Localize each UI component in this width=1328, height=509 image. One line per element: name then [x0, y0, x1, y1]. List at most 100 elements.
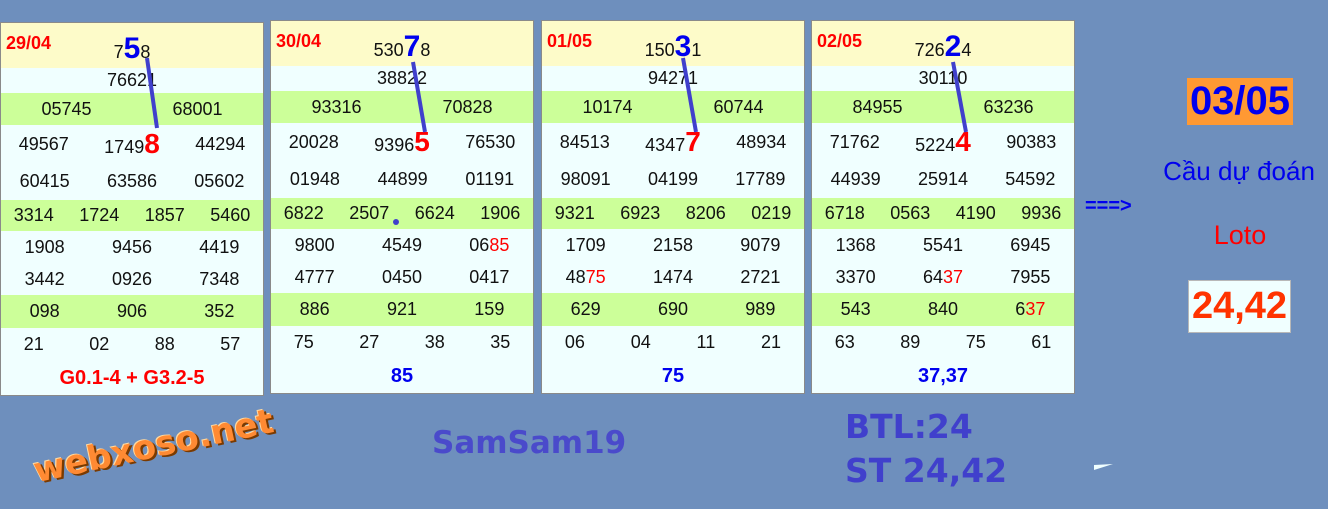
prediction-sublabel: Loto [1213, 220, 1267, 250]
prize-number: 1908 [24, 236, 65, 257]
prize-number: 9456 [111, 236, 153, 257]
prize-number: 68001 [172, 98, 223, 119]
prize-row: 93316 70828 [271, 91, 533, 123]
prize-number: 6923 [620, 203, 661, 223]
prize-number: 52244 [915, 126, 971, 158]
prize-number: 0926 [111, 268, 153, 289]
prize-number: 9079 [740, 234, 781, 255]
special-prize-number: 15031 [645, 30, 702, 64]
prize-number: 9321 [554, 203, 595, 223]
prize-row: 05745 68001 [1, 93, 263, 125]
prize-number: 4549 [381, 234, 423, 255]
prize-number: 38 [424, 332, 445, 352]
prize-number: 6437 [923, 267, 963, 288]
prize-number: 01948 [289, 169, 340, 189]
watermark-logo: webxoso.net [30, 401, 278, 492]
prize-number: 89 [900, 332, 921, 352]
prize-number: 0563 [890, 203, 931, 223]
prize-number: 6718 [824, 203, 865, 223]
prize-number: 6945 [1010, 234, 1051, 255]
prize-number: 3314 [13, 205, 54, 225]
prize-number: 21 [23, 334, 44, 354]
prize-number: 63 [834, 332, 855, 352]
draw-date: 29/04 [6, 33, 52, 53]
prize-row: 21 02 88 57 [1, 328, 263, 361]
prize-row: 84513 43477 48934 [542, 123, 804, 161]
number-part: 9396 [374, 135, 415, 155]
prize-number: 11 [696, 332, 716, 352]
footer-text: G0.1-4 + G3.2-5 [59, 366, 205, 389]
prize-number: 04199 [647, 169, 699, 189]
prize-row: 3314 1724 1857 5460 [1, 200, 263, 231]
result-panel: 02/05 72624 30110 84955 63236 71762 52244 90383… [811, 20, 1075, 394]
highlighted-digits: 37 [1025, 299, 1046, 319]
special-prize-row: 30/04 53078 [271, 21, 533, 66]
prize-number: 44294 [195, 133, 246, 154]
special-prize-number: 72624 [915, 30, 972, 64]
prize-number: 1474 [652, 266, 694, 287]
prize-number: 886 [299, 299, 330, 319]
highlighted-digits: 85 [489, 234, 510, 255]
prize-row: 75 27 38 35 [271, 326, 533, 359]
prediction-label: Cầu dự đoán [1163, 156, 1315, 186]
draw-date: 01/05 [547, 31, 593, 51]
prize-number: 840 [927, 299, 959, 319]
prize-number: 2158 [652, 234, 694, 255]
prize-number: 06 [564, 332, 585, 352]
prize-number: 75 [293, 332, 314, 352]
author-title: SamSam19 [432, 425, 627, 461]
prize-number: 0685 [469, 235, 509, 256]
prize-row: 44939 25914 54592 [812, 161, 1074, 198]
number-part: 4347 [645, 135, 686, 155]
special-prize-number: 53078 [374, 30, 431, 64]
prize-number: 5541 [922, 234, 964, 255]
number-part: 48 [565, 266, 586, 287]
prize-number: 70828 [442, 96, 493, 117]
prize-row: 71762 52244 90383 [812, 123, 1074, 161]
prediction-date: 03/05 [1187, 78, 1293, 125]
prize-row: 098 906 352 [1, 295, 263, 328]
prize-number: 989 [745, 299, 776, 319]
highlighted-digit: 3 [674, 29, 692, 63]
prize-row: 06 04 11 21 [542, 326, 804, 359]
prize-row: 1709 2158 9079 [542, 229, 804, 261]
prize-number: 637 [1015, 299, 1045, 320]
prize-number: 71762 [829, 131, 880, 152]
btl-summary: BTL:24 [845, 407, 973, 446]
prize-number: 84955 [852, 96, 903, 117]
result-panel: 29/04 758 76621 05745 68001 49567 17498 44294 60… [0, 22, 264, 396]
prize-number: 4875 [566, 267, 606, 288]
prize-number: 9936 [1021, 203, 1062, 223]
prize-number: 49567 [18, 133, 69, 154]
prize-number: 90383 [1006, 131, 1057, 152]
prize-number: 98091 [560, 169, 611, 189]
number-part: 64 [922, 266, 943, 287]
prize-row: 30110 [812, 66, 1074, 91]
prize-number: 44899 [377, 169, 428, 189]
result-panel: 30/04 53078 38822 93316 70828 20028 93965 76530… [270, 20, 534, 394]
prize-number: 84513 [559, 131, 610, 152]
prize-number: 4190 [955, 203, 996, 223]
prize-row: 38822 [271, 66, 533, 91]
prize-number: 1724 [79, 205, 120, 225]
prize-row: 98091 04199 17789 [542, 161, 804, 198]
prize-number: 3442 [24, 268, 65, 289]
prize-number: 8206 [685, 203, 726, 223]
prediction-value: 24,42 [1188, 280, 1291, 333]
prize-number: 21 [761, 332, 782, 352]
number-part: 7 [113, 41, 124, 62]
highlighted-digits: 75 [585, 266, 606, 287]
number-part: 8 [140, 41, 151, 62]
prize-row: 4777 0450 0417 [271, 261, 533, 293]
prize-number: 352 [204, 301, 235, 321]
prize-number: 6822 [283, 203, 324, 223]
draw-date: 02/05 [817, 31, 863, 51]
prize-number: 4419 [199, 236, 240, 257]
prize-number: 01191 [465, 169, 515, 189]
prize-number: 5460 [210, 205, 251, 225]
prize-row: 60415 63586 05602 [1, 163, 263, 200]
prize-row: 9321 6923 8206 0219 [542, 198, 804, 229]
prize-number: 25914 [917, 169, 969, 189]
prize-row: 20028 93965 76530 [271, 123, 533, 161]
prize-number: 27 [359, 332, 380, 352]
